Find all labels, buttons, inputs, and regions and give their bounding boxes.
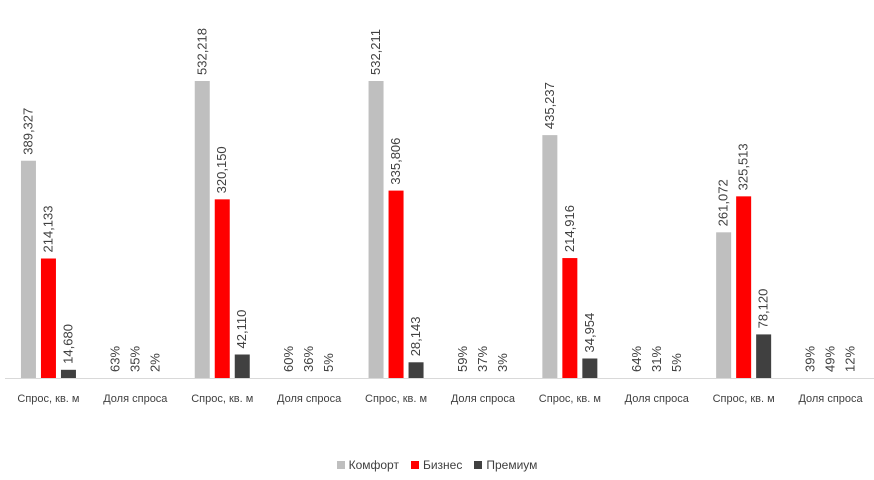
x-tick-label: Доля спроса xyxy=(798,393,863,405)
legend-label-comfort: Комфорт xyxy=(348,458,399,472)
legend-swatch-business xyxy=(410,461,419,469)
legend: Комфорт Бизнес Премиум xyxy=(0,458,874,472)
bar-business xyxy=(40,258,56,378)
data-label-business: 214,133 xyxy=(40,206,55,253)
data-label-comfort: 389,327 xyxy=(20,108,35,155)
value-labels-layer: 389,327 214,133 14,680 63% 35% 2% 532,218 320,1… xyxy=(20,28,857,372)
data-label-business: 49% xyxy=(823,346,838,372)
bar-comfort xyxy=(542,135,558,378)
x-tick-label: Доля спроса xyxy=(625,393,690,405)
x-tick-label: Спрос, кв. м xyxy=(365,393,427,405)
x-tick-label: Доля спроса xyxy=(103,393,168,405)
bar-premium xyxy=(234,354,250,378)
data-label-business: 214,916 xyxy=(562,205,577,252)
data-label-business: 37% xyxy=(475,346,490,372)
data-label-premium: 2% xyxy=(147,353,162,372)
x-tick-label: Доля спроса xyxy=(451,393,516,405)
data-label-premium: 42,110 xyxy=(234,310,249,349)
legend-item-comfort: Комфорт xyxy=(336,458,399,472)
bar-business xyxy=(214,199,230,378)
data-label-business: 35% xyxy=(127,346,142,372)
legend-label-business: Бизнес xyxy=(422,458,463,472)
legend-item-business: Бизнес xyxy=(410,458,463,472)
data-label-comfort: 60% xyxy=(281,346,296,372)
bar-premium xyxy=(60,369,76,378)
data-label-premium: 3% xyxy=(495,353,510,372)
x-tick-label: Спрос, кв. м xyxy=(713,393,775,405)
data-label-comfort: 435,237 xyxy=(542,82,557,129)
x-tick-label: Спрос, кв. м xyxy=(17,393,79,405)
legend-swatch-comfort xyxy=(336,461,345,469)
bar-comfort xyxy=(368,81,384,378)
bar-comfort xyxy=(716,232,732,378)
x-tick-label: Доля спроса xyxy=(277,393,342,405)
data-label-business: 36% xyxy=(301,346,316,372)
data-label-premium: 12% xyxy=(843,346,858,372)
data-label-premium: 5% xyxy=(669,353,684,372)
data-label-business: 320,150 xyxy=(214,146,229,193)
bars-layer xyxy=(20,81,772,378)
data-label-premium: 78,120 xyxy=(756,289,771,329)
data-label-comfort: 63% xyxy=(107,346,122,372)
x-tick-label: Спрос, кв. м xyxy=(191,393,253,405)
data-label-premium: 28,143 xyxy=(408,317,423,357)
data-label-business: 325,513 xyxy=(736,143,751,190)
legend-item-premium: Премиум xyxy=(474,458,537,472)
bar-comfort xyxy=(20,160,36,378)
data-label-business: 335,806 xyxy=(388,138,403,185)
data-label-comfort: 64% xyxy=(629,346,644,372)
legend-label-premium: Премиум xyxy=(486,458,538,472)
category-labels-layer: Спрос, кв. м Доля спроса Спрос, кв. м Доля … xyxy=(17,393,863,405)
data-label-comfort: 39% xyxy=(803,346,818,372)
bar-premium xyxy=(408,362,424,378)
bar-chart: 389,327 214,133 14,680 63% 35% 2% 532,218 320,1… xyxy=(5,28,874,405)
data-label-premium: 14,680 xyxy=(60,324,75,364)
legend-swatch-premium xyxy=(474,461,483,469)
bar-business xyxy=(736,196,752,378)
bar-business xyxy=(562,258,578,378)
data-label-business: 31% xyxy=(649,346,664,372)
data-label-comfort: 532,211 xyxy=(368,29,383,75)
bar-premium xyxy=(756,334,772,378)
data-label-comfort: 59% xyxy=(455,346,470,372)
bar-business xyxy=(388,190,404,378)
x-tick-label: Спрос, кв. м xyxy=(539,393,601,405)
data-label-comfort: 532,218 xyxy=(194,28,209,75)
data-label-premium: 34,954 xyxy=(582,313,597,353)
bar-comfort xyxy=(194,81,210,378)
data-label-comfort: 261,072 xyxy=(716,179,731,226)
bar-premium xyxy=(582,358,598,378)
data-label-premium: 5% xyxy=(321,353,336,372)
